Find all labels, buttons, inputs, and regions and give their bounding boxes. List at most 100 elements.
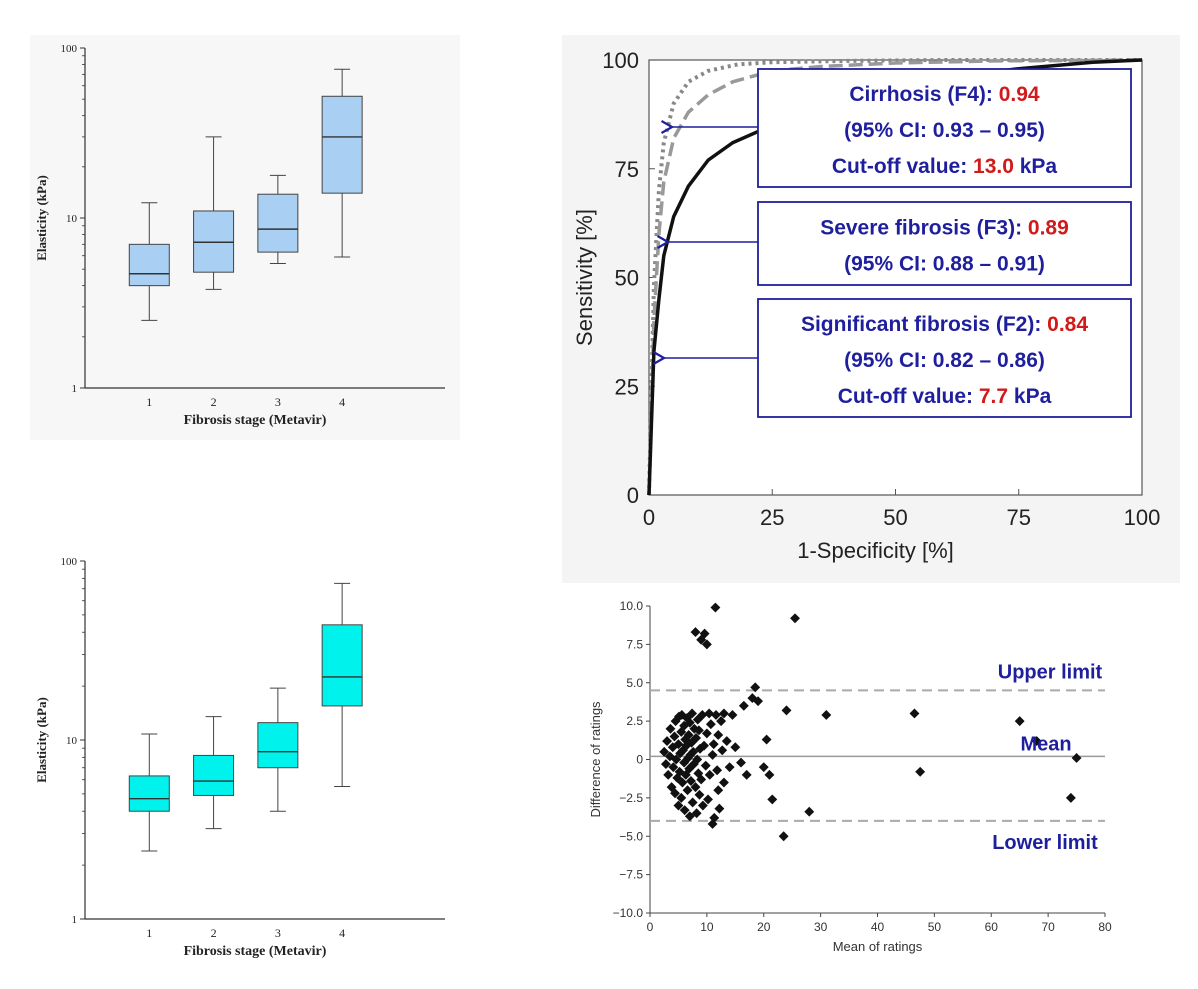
y-tick-label: 10 [66, 735, 78, 747]
box-iqr [257, 722, 299, 769]
annotation-text: Severe fibrosis (F3): [820, 217, 1028, 240]
x-tick-label: 80 [1098, 920, 1112, 934]
y-tick-label: 7.5 [626, 637, 643, 651]
bland-altman-panel: 10.0 7.5 5.0 2.5 0 −2.5 −5.0 −7.5 −10.0 0 10 20 30 40… [578, 588, 1128, 968]
data-point [736, 757, 746, 768]
data-point [705, 719, 716, 730]
x-axis-title: 1-Specificity [%] [797, 538, 954, 563]
annotation-value: 0.89 [1028, 217, 1069, 240]
annotation-line: Cut-off value: 7.7 kPa [838, 385, 1052, 408]
box-3 [257, 174, 299, 264]
box-1 [128, 733, 170, 852]
x-tick-label: 0 [643, 505, 655, 530]
y-axis-title: Sensitivity [%] [572, 209, 597, 346]
data-point [690, 627, 701, 638]
data-point [676, 792, 687, 803]
data-point [727, 710, 738, 720]
data-point [738, 700, 749, 711]
data-point [721, 736, 732, 747]
annotation-box-3: Significant fibrosis (F2): 0.84(95% CI: … [652, 298, 1132, 418]
box-1 [128, 202, 170, 321]
data-point [750, 682, 761, 693]
data-point [718, 777, 729, 788]
x-tick-label: 0 [647, 920, 654, 934]
x-tick-label: 1 [146, 926, 152, 940]
data-point [663, 769, 674, 780]
annotation-line: Cut-off value: 13.0 kPa [832, 155, 1058, 178]
annotation-value: 13.0 [973, 155, 1014, 178]
box-iqr [321, 95, 363, 194]
x-tick-label: 3 [275, 926, 281, 940]
x-tick-label: 2 [211, 395, 217, 409]
x-tick-label: 60 [985, 920, 999, 934]
roc-chart: 0 25 50 75 100 0 25 50 75 100 1-Specificity [%] Sen… [572, 48, 1160, 563]
data-point [804, 806, 815, 817]
data-point [764, 769, 775, 780]
y-tick-label: 25 [615, 374, 639, 399]
box-4 [321, 68, 363, 258]
annotation-text: Cut-off value: [838, 385, 979, 408]
data-point [717, 745, 728, 756]
boxplot-panel-top: 1 10 100 1 2 3 4 Fibrosis stage (Metavir) Elasti… [30, 35, 460, 440]
x-tick-label: 70 [1041, 920, 1055, 934]
y-tick-label: −2.5 [619, 791, 643, 805]
data-point [909, 708, 920, 719]
x-tick-label: 1 [146, 395, 152, 409]
data-point [741, 769, 752, 780]
data-point [790, 613, 800, 624]
boxplot-chart-top: 1 10 100 1 2 3 4 Fibrosis stage (Metavir) Elasti… [34, 43, 445, 428]
data-point [716, 716, 727, 727]
data-point [707, 749, 718, 760]
annotation-text: Cirrhosis (F4): [849, 83, 998, 106]
x-tick-label: 50 [883, 505, 907, 530]
box-iqr [128, 775, 170, 812]
x-tick-label: 3 [275, 395, 281, 409]
data-point [696, 774, 707, 785]
boxplot-chart-bottom: 1 10 100 1 2 3 4 Fibrosis stage (Metavir) Elasti… [34, 556, 445, 959]
x-tick-label: 40 [871, 920, 885, 934]
y-tick-label: 10 [66, 213, 78, 225]
y-tick-label: 50 [615, 266, 639, 291]
data-point [761, 734, 772, 745]
annotation-text: (95% CI: 0.88 – 0.91) [844, 253, 1045, 276]
annotation-frame [757, 298, 1132, 418]
data-point [659, 746, 670, 757]
data-point [700, 760, 711, 771]
box-4 [321, 582, 363, 787]
x-tick-label: 75 [1007, 505, 1031, 530]
data-point [730, 742, 741, 753]
data-point [684, 717, 695, 728]
annotation-text: Significant fibrosis (F2): [801, 313, 1047, 336]
x-tick-label: 2 [211, 926, 217, 940]
annotation-line: (95% CI: 0.82 – 0.86) [844, 349, 1045, 372]
y-tick-label: −5.0 [619, 829, 643, 843]
annotation-line: (95% CI: 0.93 – 0.95) [844, 119, 1045, 142]
data-point [718, 708, 729, 719]
data-point [821, 710, 832, 720]
data-point [758, 762, 769, 773]
y-tick-label: 0 [636, 753, 643, 767]
data-point [713, 785, 724, 796]
data-point [699, 628, 710, 639]
data-point [671, 754, 682, 765]
data-point [690, 782, 701, 793]
data-point [662, 736, 673, 747]
y-tick-label: 10.0 [620, 599, 644, 613]
data-point [753, 696, 764, 707]
y-tick-label: −7.5 [619, 868, 643, 882]
annotation-line: Severe fibrosis (F3): 0.89 [820, 217, 1069, 240]
data-point [712, 765, 723, 776]
reference-line-label: Mean [1020, 733, 1071, 755]
data-point [714, 803, 725, 814]
data-point [708, 739, 719, 750]
data-point [673, 739, 684, 750]
annotation-value: 7.7 [979, 385, 1008, 408]
data-point [683, 729, 694, 740]
box-2 [193, 716, 235, 830]
box-iqr [193, 754, 235, 796]
data-point [704, 769, 715, 780]
y-tick-label: 100 [602, 48, 639, 73]
annotation-text: (95% CI: 0.93 – 0.95) [844, 119, 1045, 142]
box-iqr [321, 624, 363, 707]
x-axis-title: Mean of ratings [833, 939, 923, 954]
